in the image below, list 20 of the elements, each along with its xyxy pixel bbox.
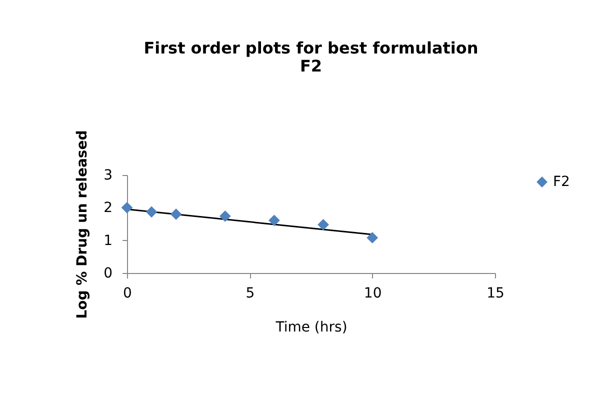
point	[219, 210, 231, 222]
y-tick-label: 0	[104, 266, 112, 282]
text: F2	[300, 56, 322, 76]
point	[268, 214, 280, 226]
point	[146, 206, 158, 218]
y-tick-label: 3	[104, 168, 112, 184]
point	[366, 232, 378, 244]
point	[318, 218, 329, 230]
y-axis-title: Log % Drug un released	[74, 130, 91, 319]
x-tick-label: 15	[486, 286, 504, 302]
y-tick-label: 1	[104, 232, 112, 249]
x-tick-label: 10	[364, 286, 382, 302]
legend-label: F2	[553, 174, 570, 190]
point	[170, 208, 182, 220]
point	[121, 202, 133, 214]
y-tick-label: 2	[104, 200, 112, 216]
x-axis-title: Time (hrs)	[274, 320, 348, 336]
text: First order plots for best formulation	[144, 38, 478, 58]
x-tick-label: 5	[246, 286, 255, 302]
x-tick-label: 0	[123, 286, 132, 302]
